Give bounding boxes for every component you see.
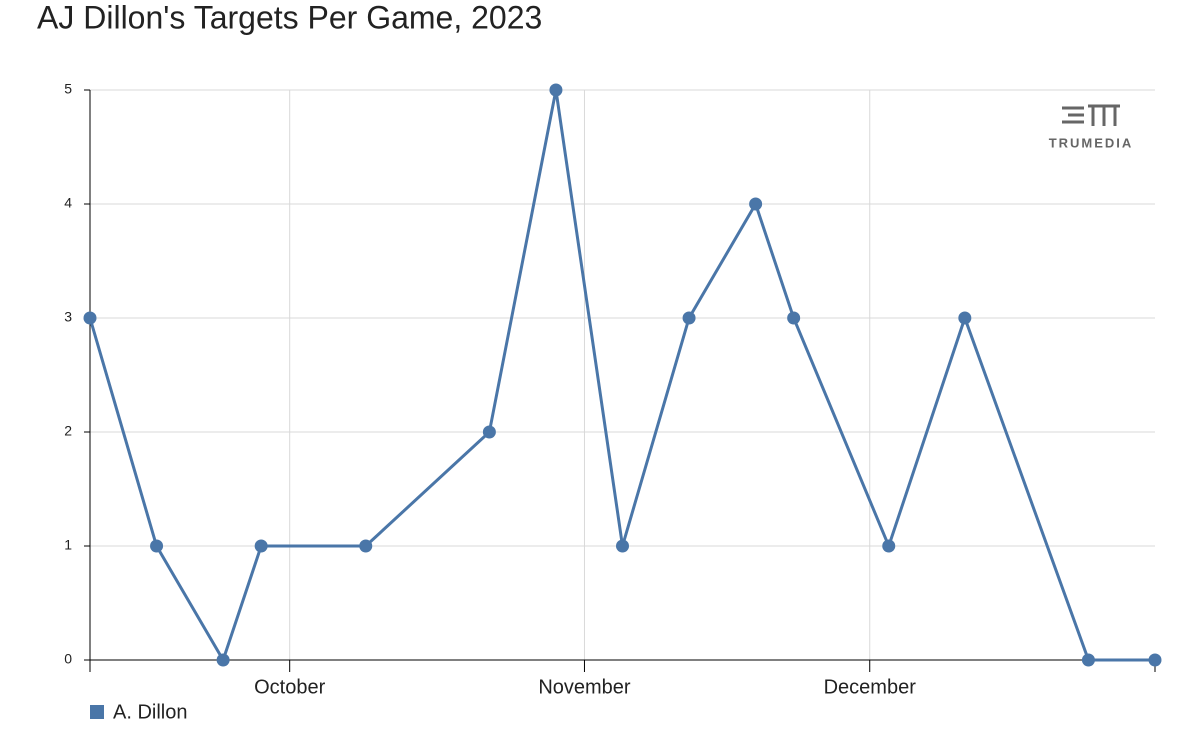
watermark: TRUMEDIA — [1049, 135, 1134, 150]
point — [549, 83, 563, 97]
line — [88, 89, 1155, 664]
point — [83, 311, 97, 325]
point — [882, 539, 896, 553]
legend-label: A. Dillon — [113, 701, 187, 723]
point — [1081, 653, 1095, 667]
point — [482, 425, 496, 439]
y-tick-label: 5 — [64, 81, 72, 97]
point — [958, 311, 972, 325]
y-tick-label: 3 — [64, 309, 72, 325]
point — [1148, 653, 1162, 667]
point — [787, 311, 801, 325]
point — [682, 311, 696, 325]
point — [359, 539, 373, 553]
y-tick-label: 1 — [64, 537, 72, 553]
point — [254, 539, 268, 553]
point — [616, 539, 629, 553]
chart-title: AJ Dillon's Targets Per Game, 2023 — [37, 0, 542, 35]
x-tick-label: October — [254, 676, 325, 698]
point — [150, 539, 164, 553]
y-tick-label: 2 — [64, 423, 72, 439]
legend-swatch — [90, 705, 104, 719]
y-tick-label: 0 — [64, 651, 72, 667]
logo — [1062, 104, 1120, 126]
point — [216, 653, 230, 667]
x-tick-label: November — [538, 676, 631, 698]
point — [749, 197, 763, 211]
y-tick-label: 4 — [64, 195, 72, 211]
y-axis-label: Targets — [99, 90, 115, 134]
x-tick-label: December — [824, 676, 917, 698]
